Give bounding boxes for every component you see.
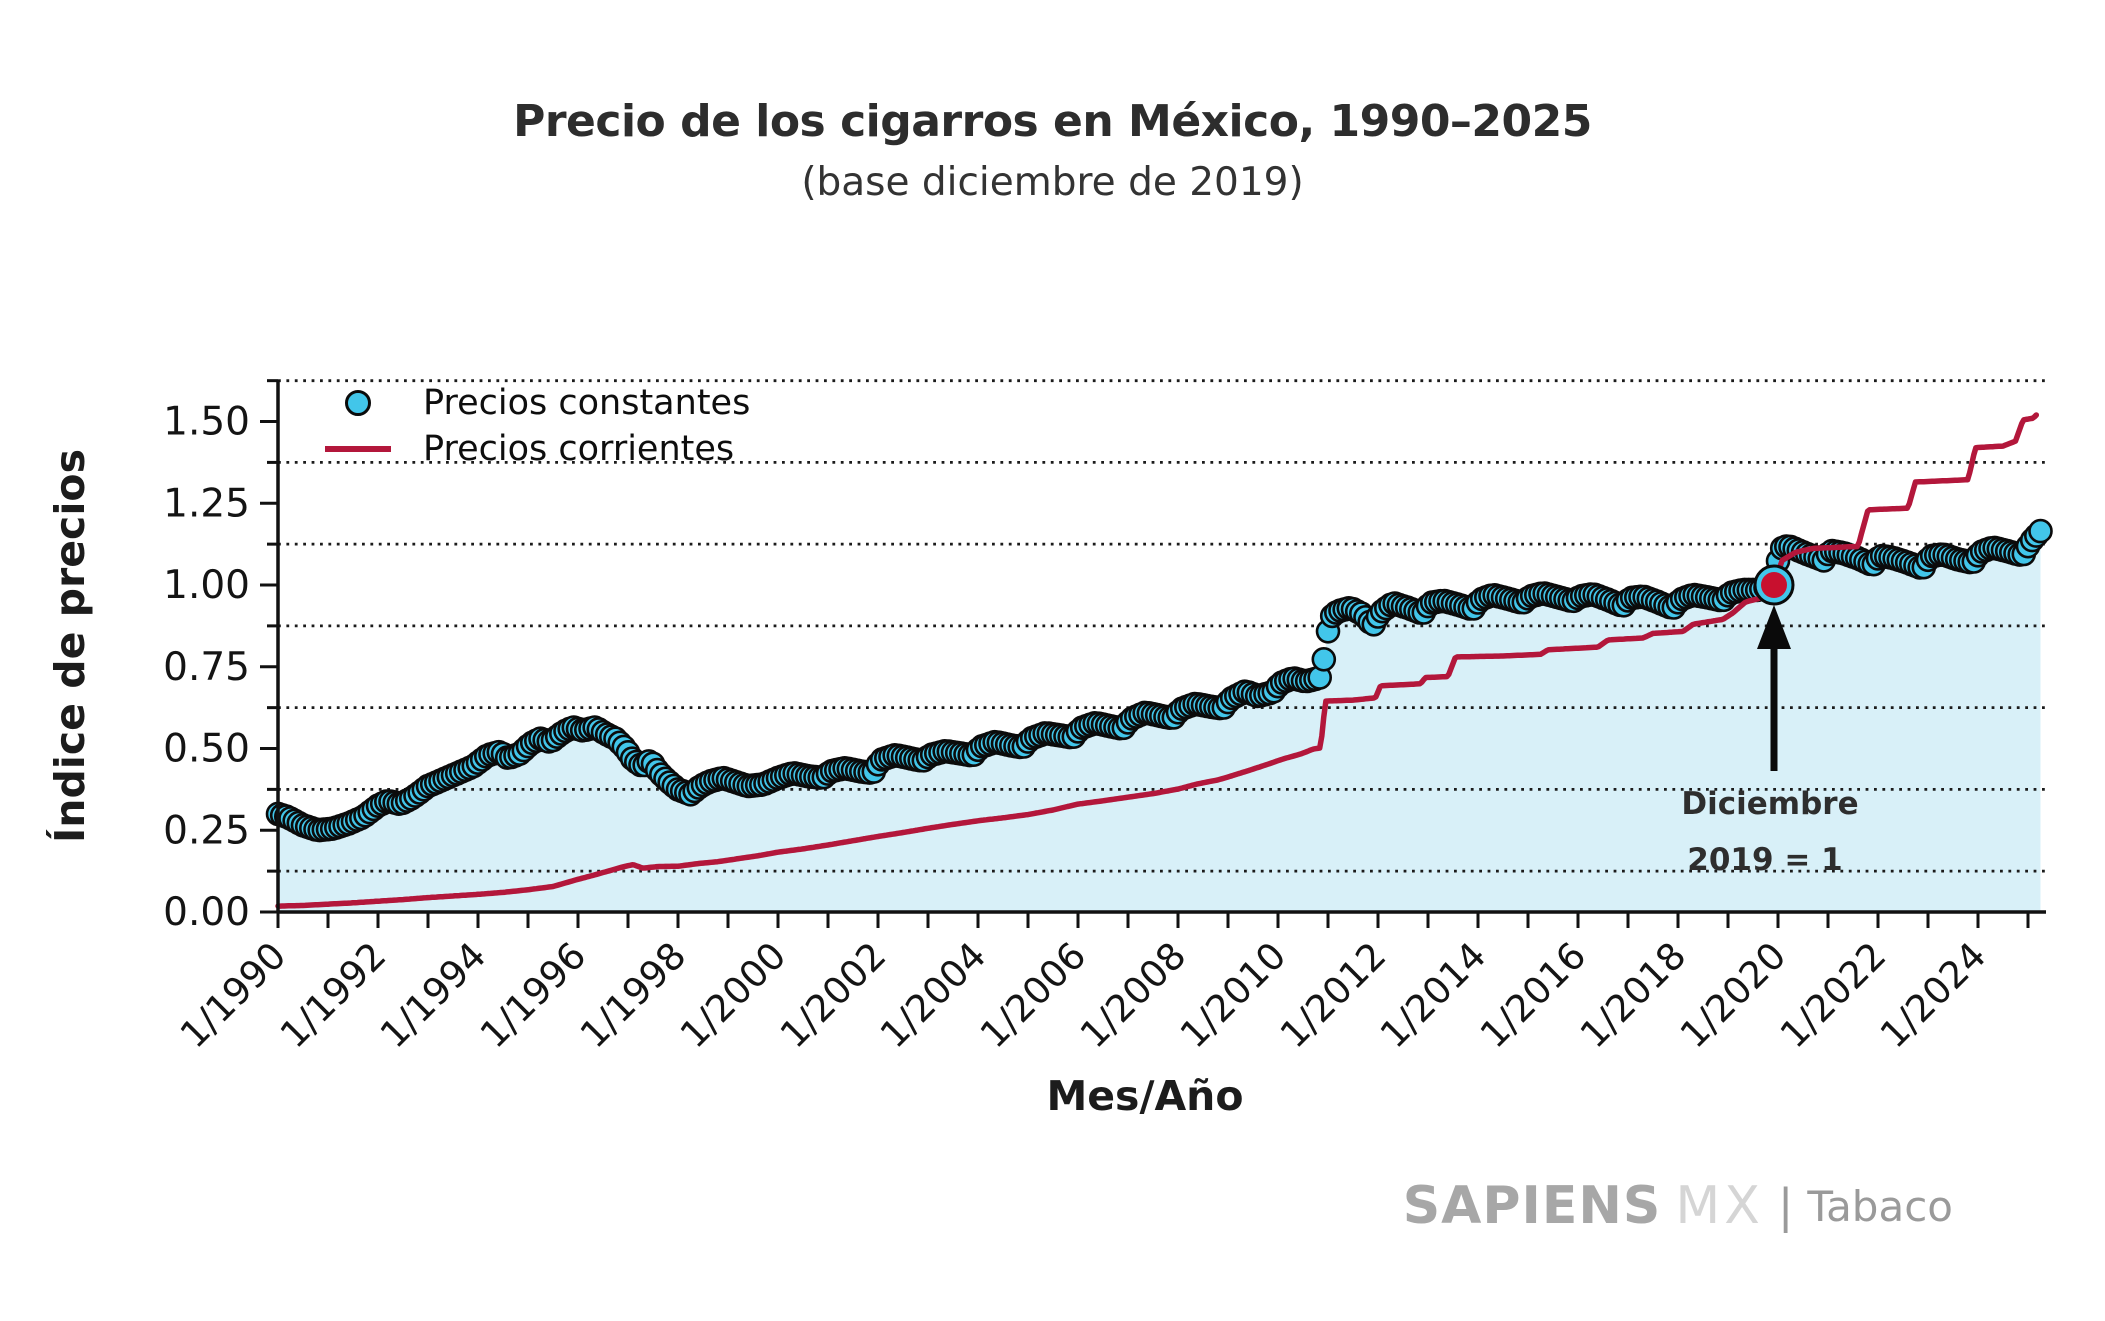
x-tick-label: 1/1996 <box>472 934 594 1056</box>
legend-entry-precios-constantes: Precios constantes <box>318 380 750 426</box>
x-tick-label: 1/2022 <box>1772 934 1894 1056</box>
y-axis-title: Índice de precios <box>46 449 94 843</box>
logo-brand2-text: MX <box>1675 1176 1764 1236</box>
legend-entry-precios-corrientes: Precios corrientes <box>318 426 750 472</box>
x-tick-label: 1/1990 <box>172 934 294 1056</box>
logo-brand-text: SAPIENS <box>1402 1176 1662 1236</box>
annotation-arrow-icon <box>1757 605 1791 772</box>
logo-separator: | <box>1777 1179 1794 1233</box>
y-tick-label: 0.00 <box>163 890 250 935</box>
x-tick-label: 1/2000 <box>672 934 794 1056</box>
legend-marker-cell <box>318 446 398 452</box>
chart-title: Precio de los cigarros en México, 1990–2… <box>513 96 1592 147</box>
x-tick-label: 1/2014 <box>1372 934 1494 1056</box>
sapiens-mx-logo: SAPIENS MX | Tabaco <box>1403 1176 1953 1236</box>
legend-marker-cell <box>318 390 398 416</box>
scatter-marker-icon <box>345 390 371 416</box>
x-tick-label: 1/2008 <box>1072 934 1194 1056</box>
annotation-line2: 2019 = 1 <box>1687 842 1843 878</box>
series-precios-corrientes <box>275 412 2040 909</box>
x-tick-label: 1/2004 <box>872 934 994 1056</box>
legend-label-corrientes: Precios corrientes <box>423 428 735 469</box>
legend-label-constantes: Precios constantes <box>423 382 751 423</box>
y-tick-label: 1.50 <box>163 400 250 445</box>
y-tick-label: 1.00 <box>163 563 250 608</box>
chart-subtitle: (base diciembre de 2019) <box>801 160 1304 205</box>
y-tick-label: 1.25 <box>163 481 250 526</box>
x-tick-label: 1/2006 <box>972 934 1094 1056</box>
x-tick-label: 1/2002 <box>772 934 894 1056</box>
annotation-line1: Diciembre <box>1681 786 1859 822</box>
x-tick-label: 1/1998 <box>572 934 694 1056</box>
x-tick-label: 1/2010 <box>1172 934 1294 1056</box>
line-marker-icon <box>325 446 391 452</box>
y-tick-label: 0.50 <box>163 727 250 772</box>
y-tick-label: 0.25 <box>163 808 250 853</box>
logo-product-text: Tabaco <box>1807 1181 1953 1231</box>
x-tick-label: 1/1994 <box>372 934 494 1056</box>
x-tick-label: 1/2012 <box>1272 934 1394 1056</box>
legend: Precios constantes Precios corrientes <box>318 380 750 472</box>
x-tick-label: 1/2018 <box>1572 934 1694 1056</box>
x-tick-label: 1/2020 <box>1672 934 1794 1056</box>
x-axis-title: Mes/Año <box>1046 1072 1244 1120</box>
x-tick-label: 1/2024 <box>1872 934 1994 1056</box>
x-tick-label: 1/2016 <box>1472 934 1594 1056</box>
y-tick-label: 0.75 <box>163 645 250 690</box>
base-point-marker <box>1761 572 1787 599</box>
x-tick-label: 1/1992 <box>272 934 394 1056</box>
